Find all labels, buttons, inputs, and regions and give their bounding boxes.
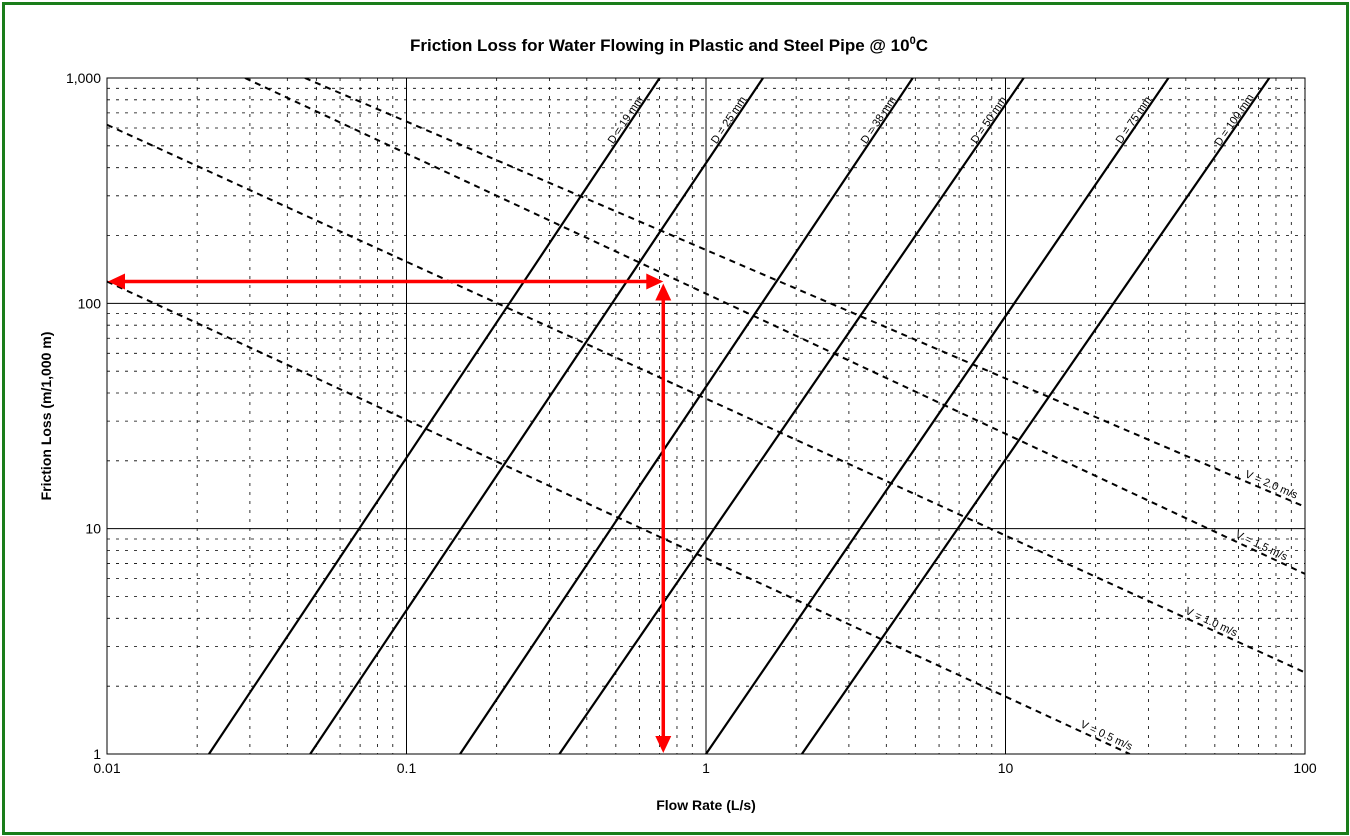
curve-labels: D = 19 mm D = 25 mm D = 38 mm D = 50 mm D = …	[606, 92, 1300, 753]
tick-labels: 0.01 0.1 1 10 100 1 10 100 1,000	[66, 70, 1317, 776]
diameter-line	[558, 78, 1025, 754]
left-arrowhead	[108, 273, 125, 290]
velocity-line	[304, 78, 1305, 508]
diameter-line	[309, 78, 764, 754]
velocity-line	[107, 280, 1131, 754]
y-tick-label: 1	[93, 746, 101, 762]
chart-title: Friction Loss for Water Flowing in Plast…	[410, 35, 928, 55]
up-arrowhead	[655, 283, 672, 301]
y-tick-label: 1,000	[66, 70, 101, 86]
velocity-line	[244, 78, 1305, 575]
minor-grid	[107, 78, 1305, 754]
y-axis-title: Friction Loss (m/1,000 m)	[38, 332, 54, 501]
x-tick-label: 100	[1293, 760, 1317, 776]
x-tick-label: 0.1	[397, 760, 417, 776]
diameter-line	[800, 78, 1271, 754]
diameter-line	[208, 78, 661, 754]
plot-border	[106, 77, 1306, 755]
annotation-arrows	[108, 273, 672, 753]
diameter-label: D = 25 mm	[709, 95, 749, 147]
velocity-label: V = 1.5 m/s	[1233, 529, 1289, 564]
major-grid	[107, 78, 1305, 754]
y-tick-label: 10	[85, 521, 101, 537]
diameter-line	[459, 78, 914, 754]
right-arrowhead	[646, 273, 664, 290]
y-tick-label: 100	[78, 295, 102, 311]
x-tick-label: 0.01	[93, 760, 120, 776]
diameter-label: D = 19 mm	[606, 94, 646, 146]
diameter-label: D = 75 mm	[1114, 95, 1154, 146]
diameter-label: D = 38 mm	[859, 95, 899, 147]
diameter-line	[705, 78, 1170, 754]
down-arrowhead	[655, 736, 672, 753]
x-tick-label: 1	[702, 760, 710, 776]
velocity-label: V = 0.5 m/s	[1078, 719, 1134, 754]
x-tick-label: 10	[998, 760, 1014, 776]
x-axis-title: Flow Rate (L/s)	[656, 797, 756, 813]
series-layer	[107, 78, 1305, 754]
diameter-label: D = 100 mm	[1213, 92, 1257, 148]
diameter-label: D = 50 mm	[969, 95, 1010, 146]
velocity-label: V = 1.0 m/s	[1183, 605, 1239, 639]
